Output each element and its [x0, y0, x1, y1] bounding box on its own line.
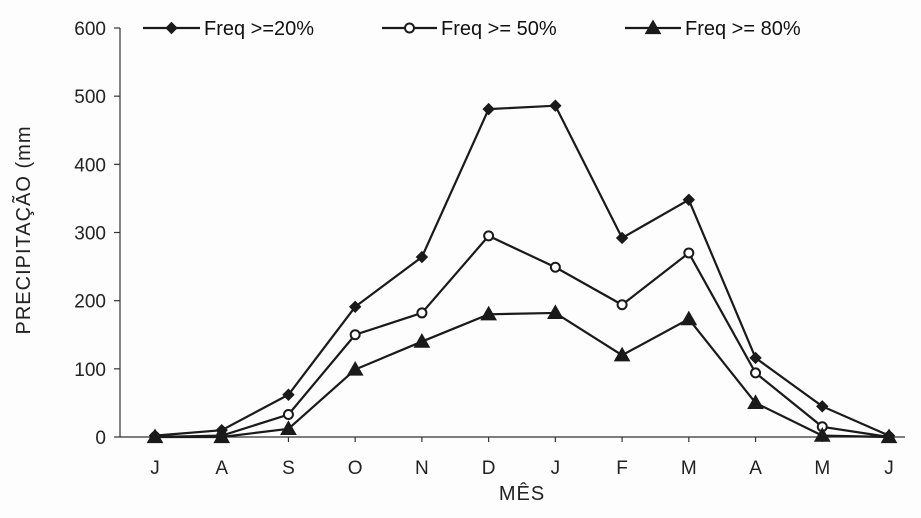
- x-tick-label: J: [884, 458, 894, 479]
- data-point-triangle: [413, 333, 431, 348]
- x-axis-title: MÊS: [499, 482, 545, 505]
- legend-item: Freq >= 50%: [382, 18, 557, 40]
- series-3: [146, 304, 898, 444]
- y-axis-ticks: 0 100 200 300 400 500 600: [74, 19, 120, 449]
- data-point-triangle: [346, 361, 364, 376]
- data-point-diamond: [682, 193, 696, 206]
- plot-area: [146, 99, 898, 444]
- data-point-circle: [349, 329, 361, 341]
- x-tick-label: M: [681, 458, 697, 479]
- y-tick-label: 100: [74, 360, 106, 381]
- x-tick-label: N: [415, 458, 429, 479]
- data-point-circle: [683, 247, 695, 259]
- series-line: [155, 311, 890, 439]
- data-point-triangle: [680, 310, 698, 326]
- y-tick-label: 300: [74, 224, 106, 245]
- x-tick-label: O: [348, 458, 363, 479]
- data-point-diamond: [816, 400, 829, 413]
- y-tick-label: 400: [74, 155, 106, 176]
- data-point-diamond: [615, 231, 629, 245]
- data-point-circle: [750, 367, 762, 379]
- y-tick-label: 0: [95, 428, 106, 449]
- y-tick-label: 500: [74, 87, 106, 108]
- data-point-diamond: [749, 351, 762, 365]
- legend-label: Freq >= 80%: [685, 18, 801, 40]
- data-point-diamond: [415, 250, 429, 264]
- data-point-circle: [282, 409, 294, 421]
- legend-label: Freq >=20%: [204, 18, 314, 40]
- x-tick-label: F: [616, 458, 628, 479]
- series-line: [154, 234, 890, 439]
- x-tick-label: J: [551, 458, 561, 479]
- data-point-triangle: [146, 428, 164, 444]
- legend-marker-diamond: [165, 21, 178, 35]
- data-point-triangle: [480, 305, 497, 321]
- data-point-diamond: [549, 99, 562, 112]
- data-point-triangle: [280, 420, 297, 435]
- data-point-triangle: [613, 346, 631, 362]
- x-tick-label: A: [215, 458, 228, 479]
- data-point-diamond: [282, 388, 295, 401]
- data-point-circle: [549, 261, 561, 273]
- legend-marker-triangle: [644, 19, 662, 35]
- data-point-circle: [416, 307, 428, 319]
- x-tick-label: J: [150, 458, 160, 479]
- series-1: [148, 99, 896, 442]
- x-tick-label: D: [482, 458, 496, 479]
- data-point-triangle: [747, 394, 764, 410]
- legend-item: Freq >= 80%: [625, 18, 801, 40]
- y-axis-title: PRECIPITAÇÃO (mm: [11, 126, 35, 335]
- data-point-diamond: [348, 300, 362, 314]
- legend-item: Freq >=20%: [143, 18, 314, 40]
- data-point-diamond: [482, 102, 495, 116]
- y-tick-label: 200: [74, 292, 106, 313]
- series-line: [154, 104, 890, 437]
- data-point-circle: [616, 299, 628, 311]
- legend: Freq >=20% Freq >= 50% Freq >= 80%: [143, 18, 801, 40]
- legend-label: Freq >= 50%: [441, 18, 557, 40]
- data-point-triangle: [813, 427, 831, 442]
- data-point-triangle: [213, 428, 231, 444]
- data-point-triangle: [880, 428, 898, 444]
- legend-marker-circle: [404, 22, 415, 34]
- x-tick-label: A: [749, 458, 762, 479]
- data-point-circle: [483, 230, 495, 242]
- x-tick-label: S: [282, 458, 295, 479]
- y-tick-label: 600: [74, 19, 106, 40]
- data-point-triangle: [547, 304, 564, 320]
- x-tick-label: M: [814, 458, 830, 479]
